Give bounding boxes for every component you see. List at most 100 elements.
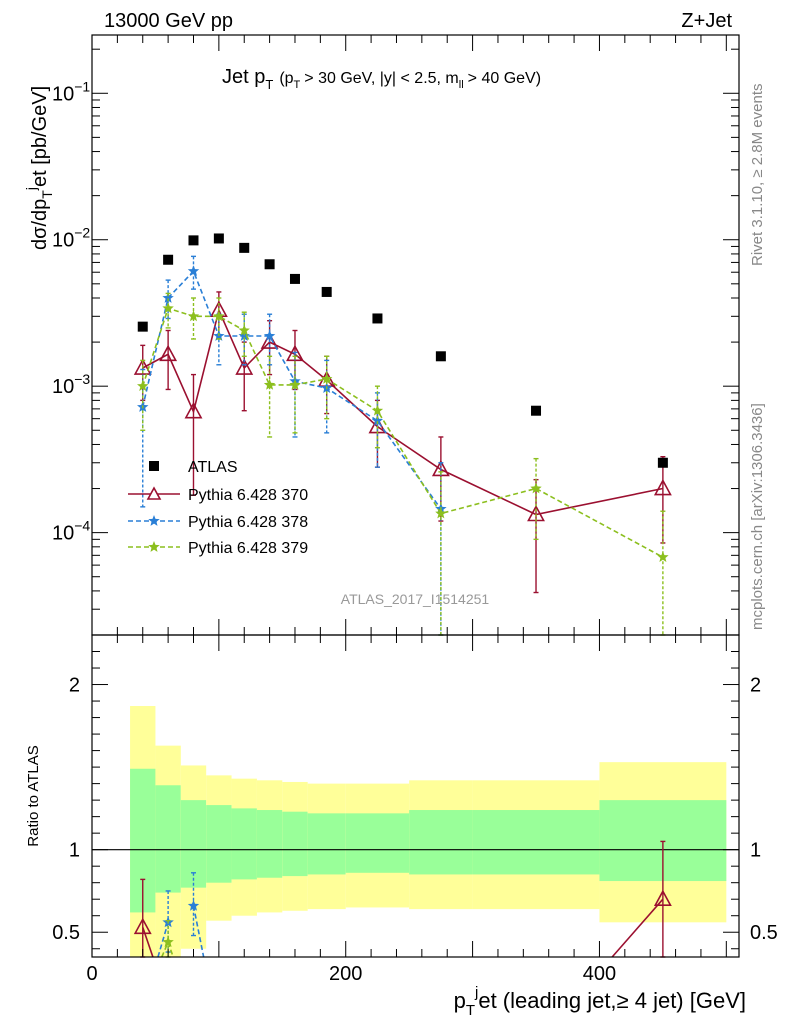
data-point bbox=[213, 310, 225, 322]
data-point bbox=[137, 380, 149, 391]
main-ytick-label: 10−1 bbox=[52, 78, 90, 105]
ratio-bands bbox=[92, 706, 739, 957]
mcplots-label: mcplots.cern.ch [arXiv:1306.3436] bbox=[749, 403, 766, 630]
ratio-line-segment bbox=[192, 905, 205, 958]
legend-marker-379 bbox=[148, 541, 160, 552]
legend: ATLAS Pythia 6.428 370 Pythia 6.428 378 … bbox=[128, 459, 308, 557]
uncertainty-band-green bbox=[256, 810, 283, 878]
ratio-ytick-label-right: 2 bbox=[750, 675, 761, 697]
main-ytick-label: 10−2 bbox=[52, 225, 90, 252]
uncertainty-band-green bbox=[472, 810, 600, 875]
xtick-label: 400 bbox=[583, 963, 616, 985]
data-point bbox=[321, 373, 333, 384]
uncertainty-band-green bbox=[231, 808, 257, 880]
uncertainty-band-green bbox=[282, 811, 308, 877]
main-ytick-label: 10−4 bbox=[52, 518, 90, 545]
data-point bbox=[263, 378, 276, 390]
series-line bbox=[142, 307, 664, 516]
ratio-ytick-label-right: 0.5 bbox=[750, 922, 778, 944]
ratio-ytick-label-right: 1 bbox=[750, 840, 761, 862]
legend-marker-atlas bbox=[149, 461, 159, 471]
data-point bbox=[371, 404, 384, 416]
x-axis-label: pTjet (leading jet,≥ 4 jet) [GeV] bbox=[454, 984, 746, 1019]
data-point bbox=[159, 344, 178, 362]
header-right: Z+Jet bbox=[681, 10, 732, 32]
data-point bbox=[531, 405, 542, 416]
data-point bbox=[187, 265, 200, 276]
ratio-ytick-label-left: 1 bbox=[69, 840, 80, 862]
ratio-line-segment bbox=[141, 927, 154, 958]
main-y-label: dσ/dpTjet [pb/GeV] bbox=[23, 86, 55, 250]
uncertainty-band-green bbox=[155, 785, 181, 893]
main-ytick-label: 10−3 bbox=[52, 371, 90, 398]
legend-label-378: Pythia 6.428 378 bbox=[188, 514, 308, 531]
data-point bbox=[372, 313, 383, 324]
legend-entry-atlas: ATLAS bbox=[149, 459, 238, 476]
ratio-data-point bbox=[162, 936, 174, 947]
ratio-line-segment bbox=[161, 941, 169, 958]
data-point bbox=[133, 358, 152, 375]
legend-marker-370 bbox=[146, 486, 162, 500]
data-point bbox=[264, 259, 275, 270]
data-point bbox=[289, 378, 301, 390]
header-left: 13000 GeV pp bbox=[104, 10, 233, 32]
data-point bbox=[239, 242, 250, 253]
ratio-line-segment bbox=[611, 898, 664, 958]
main-series-layer bbox=[133, 233, 672, 636]
data-point bbox=[530, 482, 542, 494]
ratio-series-pythia-6.428-370 bbox=[133, 840, 672, 958]
main-axes: 10−1 10−2 10−3 10−4 bbox=[52, 35, 739, 636]
legend-entry-370: Pythia 6.428 370 bbox=[128, 486, 308, 504]
ratio-ytick-label-left: 0.5 bbox=[52, 922, 80, 944]
xtick-label: 0 bbox=[86, 963, 97, 985]
main-panel: 10−1 10−2 10−3 10−4 Jet pT (pT > 30 GeV, |y| … bbox=[23, 34, 740, 636]
data-point bbox=[657, 551, 669, 562]
series-line bbox=[141, 269, 442, 510]
legend-label-370: Pythia 6.428 370 bbox=[188, 487, 308, 504]
ratio-ytick-label-left: 2 bbox=[69, 675, 80, 697]
ratio-series-layer bbox=[133, 840, 672, 958]
uncertainty-band-green bbox=[409, 810, 473, 875]
data-point bbox=[163, 254, 174, 265]
data-point bbox=[238, 324, 250, 336]
data-point bbox=[435, 507, 447, 519]
data-point bbox=[213, 233, 224, 244]
data-point bbox=[371, 414, 384, 426]
rivet-label: Rivet 3.1.10, ≥ 2.8M events bbox=[749, 84, 766, 267]
ratio-line-segment bbox=[157, 922, 169, 958]
legend-marker-378 bbox=[148, 515, 160, 526]
xtick-label: 200 bbox=[329, 963, 362, 985]
ratio-panel: 0.5 0.5 1 1 2 2 0 200 400 Ratio to ATLAS pTjet (… bbox=[25, 634, 778, 1019]
series-pythia-6.428-379 bbox=[137, 292, 669, 636]
legend-entry-378: Pythia 6.428 378 bbox=[128, 514, 308, 531]
main-title: Jet pT (pT > 30 GeV, |y| < 2.5, mll > 40 Ge… bbox=[222, 66, 541, 92]
data-point bbox=[321, 286, 332, 297]
data-point bbox=[235, 358, 254, 375]
uncertainty-band-green bbox=[206, 805, 232, 883]
ratio-data-point bbox=[133, 917, 152, 935]
watermark: ATLAS_2017_I1514251 bbox=[341, 591, 490, 607]
data-point bbox=[263, 330, 276, 341]
data-point bbox=[657, 457, 668, 468]
ratio-axes: 0.5 0.5 1 1 2 2 0 200 400 bbox=[52, 635, 778, 985]
data-point bbox=[162, 292, 174, 303]
data-point bbox=[184, 401, 203, 419]
data-point bbox=[289, 273, 300, 284]
legend-label-atlas: ATLAS bbox=[188, 459, 238, 476]
data-point bbox=[435, 351, 446, 362]
data-point bbox=[162, 302, 174, 314]
ratio-data-point bbox=[187, 899, 200, 911]
ratio-y-label: Ratio to ATLAS bbox=[25, 745, 42, 846]
series-atlas bbox=[137, 233, 668, 468]
ratio-frame bbox=[91, 634, 740, 958]
uncertainty-band-green bbox=[307, 813, 346, 875]
uncertainty-band-green bbox=[345, 813, 410, 873]
data-point bbox=[187, 310, 200, 322]
data-point bbox=[653, 478, 672, 496]
ratio-data-point bbox=[653, 889, 672, 907]
data-point bbox=[137, 321, 148, 332]
legend-label-379: Pythia 6.428 379 bbox=[188, 540, 308, 557]
data-point bbox=[260, 332, 279, 349]
legend-entry-379: Pythia 6.428 379 bbox=[128, 540, 308, 557]
